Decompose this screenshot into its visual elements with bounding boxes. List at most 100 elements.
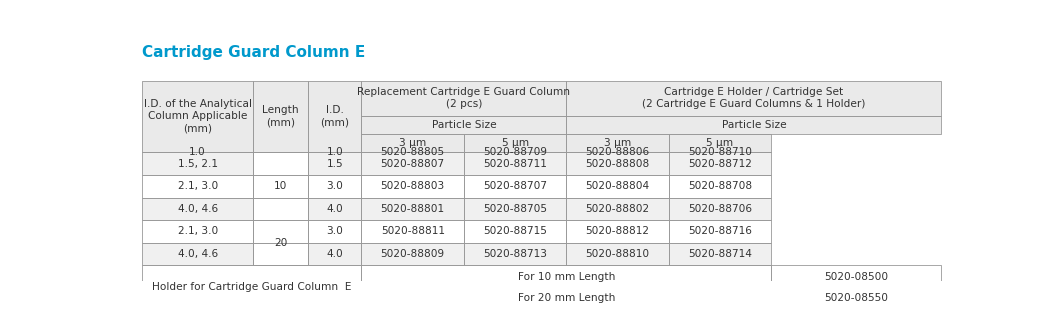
Bar bbox=[309, 175, 361, 198]
Bar bbox=[464, 243, 567, 265]
Text: 20: 20 bbox=[274, 238, 288, 248]
Bar bbox=[361, 175, 464, 198]
Text: 5020-88809: 5020-88809 bbox=[381, 249, 445, 259]
Bar bbox=[669, 152, 772, 175]
Bar bbox=[309, 243, 361, 265]
Text: 4.0, 4.6: 4.0, 4.6 bbox=[178, 249, 218, 259]
Bar bbox=[464, 220, 567, 243]
Bar bbox=[464, 175, 567, 198]
Bar bbox=[772, 288, 942, 308]
Bar bbox=[361, 288, 772, 308]
Text: 5 μm: 5 μm bbox=[706, 138, 734, 148]
Text: Length
(mm): Length (mm) bbox=[262, 105, 299, 128]
Bar bbox=[669, 220, 772, 243]
Text: 1.5, 2.1: 1.5, 2.1 bbox=[178, 159, 218, 169]
Text: 5020-08550: 5020-08550 bbox=[824, 293, 888, 303]
Text: 10: 10 bbox=[274, 181, 288, 191]
Bar bbox=[772, 265, 942, 288]
Bar bbox=[254, 198, 309, 220]
Bar bbox=[464, 175, 567, 198]
Bar bbox=[142, 265, 361, 308]
Text: 5020-88807: 5020-88807 bbox=[381, 159, 445, 169]
Bar bbox=[254, 175, 309, 198]
Bar bbox=[361, 243, 464, 265]
Bar bbox=[254, 81, 309, 152]
Text: 5020-88802: 5020-88802 bbox=[586, 204, 650, 214]
Bar bbox=[254, 220, 309, 243]
Bar bbox=[669, 152, 772, 175]
Bar bbox=[361, 175, 464, 198]
Bar bbox=[309, 220, 361, 243]
Text: I.D. of the Analytical
Column Applicable
(mm): I.D. of the Analytical Column Applicable… bbox=[144, 99, 252, 134]
Text: 5020-88801: 5020-88801 bbox=[381, 204, 445, 214]
Bar bbox=[567, 116, 942, 134]
Bar bbox=[567, 198, 669, 220]
Text: 5020-88808: 5020-88808 bbox=[586, 159, 650, 169]
Text: Particle Size: Particle Size bbox=[722, 120, 786, 130]
Bar bbox=[361, 116, 567, 134]
Bar bbox=[464, 134, 567, 152]
Text: 3 μm: 3 μm bbox=[604, 138, 631, 148]
Text: 5020-88716: 5020-88716 bbox=[688, 227, 752, 236]
Text: 5020-88811: 5020-88811 bbox=[381, 227, 445, 236]
Text: 5020-88803: 5020-88803 bbox=[381, 181, 445, 191]
Bar bbox=[669, 175, 772, 198]
Bar bbox=[309, 152, 361, 175]
Bar bbox=[254, 220, 309, 265]
Bar bbox=[567, 175, 669, 198]
Text: 1.0: 1.0 bbox=[189, 147, 206, 157]
Text: 5020-88706: 5020-88706 bbox=[688, 204, 752, 214]
Bar bbox=[464, 198, 567, 220]
Bar bbox=[567, 134, 669, 152]
Text: 4.0, 4.6: 4.0, 4.6 bbox=[178, 204, 218, 214]
Text: 5020-88709: 5020-88709 bbox=[483, 147, 548, 157]
Bar bbox=[361, 198, 464, 220]
Bar bbox=[669, 198, 772, 220]
Text: Cartridge E Holder / Cartridge Set
(2 Cartridge E Guard Columns & 1 Holder): Cartridge E Holder / Cartridge Set (2 Ca… bbox=[643, 87, 866, 109]
Bar bbox=[309, 198, 361, 220]
Bar bbox=[361, 265, 772, 288]
Text: 5020-88804: 5020-88804 bbox=[586, 181, 650, 191]
Bar bbox=[361, 134, 464, 152]
Bar bbox=[567, 81, 942, 116]
Bar bbox=[361, 243, 464, 265]
Text: For 10 mm Length: For 10 mm Length bbox=[518, 272, 615, 282]
Bar bbox=[142, 152, 254, 175]
Bar bbox=[361, 116, 567, 134]
Bar bbox=[567, 220, 669, 243]
Bar bbox=[464, 152, 567, 175]
Text: 1.5: 1.5 bbox=[327, 159, 344, 169]
Text: 5020-88710: 5020-88710 bbox=[688, 147, 752, 157]
Bar bbox=[567, 220, 669, 243]
Text: 5020-88810: 5020-88810 bbox=[586, 249, 650, 259]
Text: 5020-88714: 5020-88714 bbox=[688, 249, 752, 259]
Bar bbox=[567, 243, 669, 265]
Bar bbox=[309, 220, 361, 243]
Text: 5020-88805: 5020-88805 bbox=[381, 147, 445, 157]
Text: 5020-88708: 5020-88708 bbox=[688, 181, 752, 191]
Bar bbox=[142, 265, 361, 308]
Bar bbox=[669, 134, 772, 152]
Text: I.D.
(mm): I.D. (mm) bbox=[320, 105, 350, 128]
Bar bbox=[309, 198, 361, 220]
Bar bbox=[361, 152, 464, 175]
Bar bbox=[142, 243, 254, 265]
Bar bbox=[254, 220, 309, 265]
Bar bbox=[361, 134, 464, 152]
Bar bbox=[772, 288, 942, 308]
Text: Replacement Cartridge E Guard Column
(2 pcs): Replacement Cartridge E Guard Column (2 … bbox=[357, 87, 571, 109]
Bar bbox=[309, 175, 361, 198]
Bar bbox=[254, 152, 309, 220]
Bar bbox=[772, 265, 942, 288]
Bar bbox=[142, 175, 254, 198]
Bar bbox=[142, 81, 254, 152]
Bar bbox=[361, 265, 772, 288]
Text: 5020-08500: 5020-08500 bbox=[824, 272, 888, 282]
Text: Particle Size: Particle Size bbox=[431, 120, 496, 130]
Bar bbox=[361, 288, 772, 308]
Text: 5020-88713: 5020-88713 bbox=[483, 249, 548, 259]
Bar bbox=[567, 134, 669, 152]
Bar bbox=[464, 198, 567, 220]
Bar bbox=[567, 175, 669, 198]
Bar bbox=[567, 116, 942, 134]
